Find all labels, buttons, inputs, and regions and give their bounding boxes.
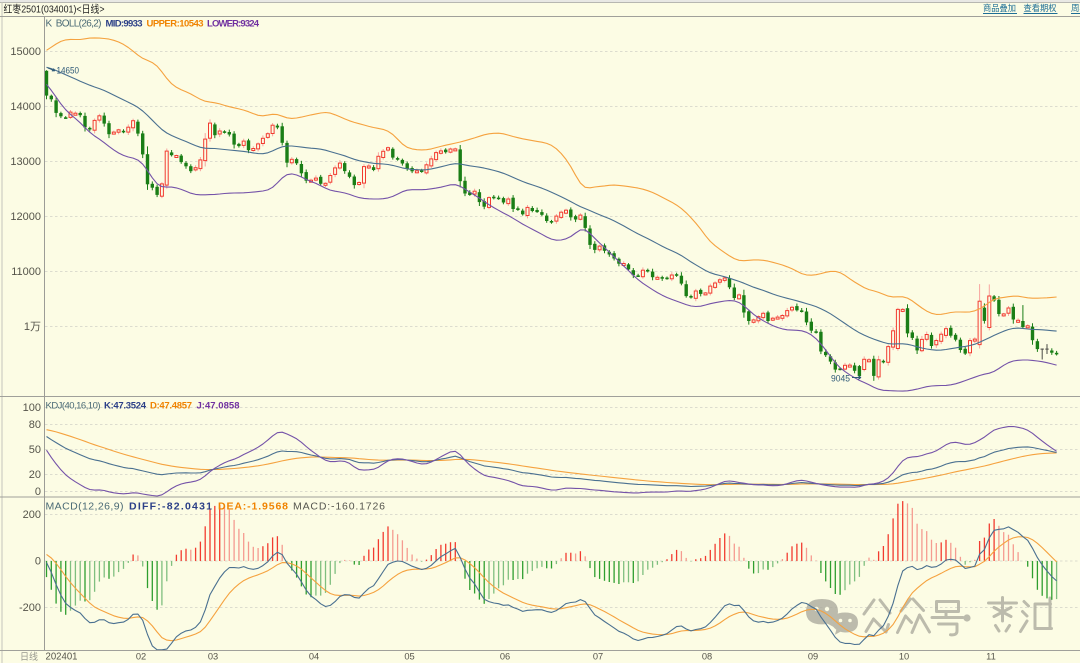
svg-text:周期: 周期 bbox=[1071, 3, 1080, 13]
svg-text:11000: 11000 bbox=[11, 266, 41, 278]
svg-text:K BOLL(26,2): K BOLL(26,2) bbox=[46, 19, 102, 30]
svg-text:0: 0 bbox=[35, 486, 41, 498]
svg-text:200: 200 bbox=[23, 509, 41, 521]
svg-text:D:47.4857: D:47.4857 bbox=[150, 401, 192, 412]
svg-text:MACD:-160.1726: MACD:-160.1726 bbox=[293, 501, 385, 513]
svg-text:14650: 14650 bbox=[57, 66, 80, 76]
svg-text:03: 03 bbox=[208, 652, 218, 662]
svg-text:04: 04 bbox=[309, 652, 319, 662]
svg-text:15000: 15000 bbox=[10, 46, 41, 58]
svg-text:06: 06 bbox=[500, 652, 510, 662]
svg-text:1万: 1万 bbox=[24, 321, 41, 333]
svg-text:10: 10 bbox=[899, 652, 909, 662]
svg-text:09: 09 bbox=[808, 652, 818, 662]
svg-text:查看期权: 查看期权 bbox=[1024, 2, 1057, 13]
svg-text:MID:9933: MID:9933 bbox=[106, 19, 143, 30]
svg-text:11: 11 bbox=[986, 652, 996, 662]
svg-text:日线: 日线 bbox=[20, 651, 38, 663]
svg-text:LOWER:9324: LOWER:9324 bbox=[207, 19, 260, 30]
svg-text:9045: 9045 bbox=[831, 374, 850, 384]
svg-text:12000: 12000 bbox=[10, 211, 41, 223]
svg-text:红枣2501(034001)<日线>: 红枣2501(034001)<日线> bbox=[4, 3, 105, 16]
svg-text:K:47.3524: K:47.3524 bbox=[104, 401, 147, 412]
svg-text:UPPER:10543: UPPER:10543 bbox=[147, 19, 204, 30]
svg-text:08: 08 bbox=[702, 652, 712, 662]
svg-text:MACD(12,26,9): MACD(12,26,9) bbox=[46, 501, 124, 513]
svg-text:80: 80 bbox=[29, 419, 41, 431]
svg-text:14000: 14000 bbox=[10, 101, 41, 113]
svg-text:J:47.0858: J:47.0858 bbox=[197, 401, 240, 412]
svg-text:202401: 202401 bbox=[46, 652, 78, 663]
svg-text:50: 50 bbox=[29, 444, 41, 456]
svg-text:-200: -200 bbox=[19, 602, 41, 614]
svg-text:13000: 13000 bbox=[10, 156, 41, 168]
svg-text:100: 100 bbox=[23, 402, 41, 414]
svg-text:02: 02 bbox=[136, 652, 146, 662]
svg-text:20: 20 bbox=[29, 469, 41, 481]
svg-text:07: 07 bbox=[593, 652, 603, 662]
svg-text:DEA:-1.9568: DEA:-1.9568 bbox=[218, 501, 288, 513]
svg-text:商品叠加: 商品叠加 bbox=[983, 2, 1016, 13]
svg-text:DIFF:-82.0431: DIFF:-82.0431 bbox=[129, 501, 212, 513]
svg-text:05: 05 bbox=[404, 652, 414, 662]
svg-text:0: 0 bbox=[35, 556, 41, 568]
svg-text:KDJ(40,16,10): KDJ(40,16,10) bbox=[46, 401, 101, 412]
